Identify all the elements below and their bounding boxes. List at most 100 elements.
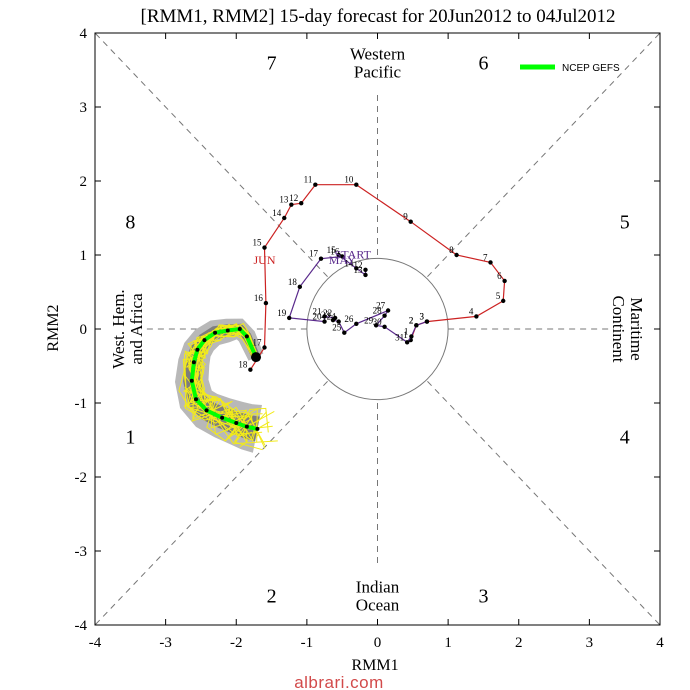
day-point-may-14 [354, 321, 359, 327]
day-label-jun-10: 11 [304, 175, 313, 185]
day-label-may-2: 14 [344, 258, 354, 268]
y-tick-label-4: 4 [80, 26, 88, 42]
x-tick-label--3: -3 [159, 635, 172, 651]
x-tick-label-0: 0 [374, 635, 382, 651]
day-label-jun-1: 2 [409, 315, 414, 325]
track-jun [249, 184, 506, 371]
day-label-may-20: 1 [404, 326, 409, 336]
day-label-may-14: 26 [344, 314, 354, 324]
region-label-3-line-0: Maritime [627, 297, 646, 360]
day-label-may-19: 31 [395, 332, 404, 342]
phase-number-7: 7 [267, 53, 277, 75]
day-label-may-13: 25 [332, 323, 342, 333]
day-label-may-3: 15 [327, 245, 337, 255]
forecast-day-point-13 [244, 424, 249, 429]
forecast-day-point-3 [225, 328, 230, 333]
start-label: START [335, 248, 372, 262]
day-label-jun-8: 9 [403, 212, 408, 222]
day-point-jun-9 [354, 182, 359, 187]
legend: NCEP GEFS [520, 63, 620, 74]
day-label-may-17: 29 [364, 315, 374, 325]
diagonal-line-2 [427, 380, 661, 626]
day-point-jun-5 [502, 278, 507, 284]
day-point-may-2 [354, 266, 359, 271]
region-label-0-line-1: Pacific [354, 63, 402, 82]
x-tick-label--4: -4 [89, 635, 102, 651]
diagonal-line-3 [94, 380, 328, 626]
day-label-jun-14: 15 [253, 238, 263, 248]
day-point-may-20 [409, 334, 414, 339]
forecast-day-point-9 [193, 397, 198, 402]
forecast-day-point-12 [234, 420, 239, 425]
day-point-may-15 [385, 308, 391, 313]
day-point-jun-14 [262, 245, 267, 250]
day-label-may-11: 23 [321, 310, 331, 320]
day-point-jun-7 [454, 252, 459, 258]
month-label-jun: JUN [253, 253, 275, 267]
y-tick-label--2: -2 [75, 470, 88, 486]
day-point-jun-3 [474, 314, 479, 319]
day-label-may-15: 27 [376, 301, 386, 311]
x-tick-label-1: 1 [444, 635, 452, 651]
legend-label: NCEP GEFS [562, 63, 620, 74]
region-label-1-line-1: Ocean [356, 595, 400, 614]
x-tick-label--2: -2 [230, 635, 243, 651]
day-point-may-0 [363, 267, 368, 272]
day-label-may-10: 22 [323, 308, 332, 318]
unit-circle [306, 257, 449, 401]
day-label-may-1: 13 [353, 265, 363, 275]
forecast-day-point-14 [255, 426, 260, 431]
day-point-may-21 [414, 323, 419, 328]
phase-number-4: 4 [620, 426, 630, 448]
phase-number-8: 8 [125, 212, 135, 234]
ensemble-member-13 [192, 325, 257, 448]
region-label-0-line-0: Western [350, 45, 406, 64]
chart-title: [RMM1, RMM2] 15-day forecast for 20Jun20… [141, 6, 616, 27]
forecast-day-point-6 [195, 347, 200, 352]
y-tick-label-1: 1 [80, 248, 88, 264]
day-label-jun-2: 3 [419, 312, 424, 322]
forecast-day-point-5 [202, 338, 207, 343]
forecast-day-point-1 [244, 334, 249, 339]
forecast-start-marker [251, 352, 262, 363]
x-tick-label-2: 2 [515, 635, 523, 651]
day-point-may-22 [424, 319, 430, 324]
ensemble-member-17 [183, 332, 266, 446]
day-label-may-4: 16 [330, 246, 340, 256]
forecast-day-point-2 [237, 327, 242, 331]
day-point-may-17 [373, 323, 379, 328]
day-label-may-12: 24 [327, 312, 337, 322]
day-point-may-13 [342, 330, 347, 335]
phase-number-1: 1 [125, 426, 135, 448]
diagonal-line-1 [427, 32, 661, 278]
forecast-day-point-11 [220, 415, 225, 420]
day-point-may-3 [336, 252, 341, 258]
y-tick-label--3: -3 [75, 544, 88, 560]
day-label-may-8: 20 [313, 312, 323, 322]
watermark: albrari.com [294, 673, 384, 690]
day-label-jun-0: 1 [403, 330, 408, 340]
x-tick-label-3: 3 [586, 635, 594, 651]
day-label-jun-16: 17 [253, 338, 263, 348]
day-label-may-9: 21 [313, 306, 322, 316]
y-tick-label--4: -4 [75, 618, 88, 634]
forecast-day-point-10 [204, 408, 209, 413]
month-label-may: MAY [329, 253, 356, 267]
day-label-may-0: 12 [353, 260, 362, 270]
day-label-jun-9: 10 [344, 175, 354, 185]
forecast-mean-track [189, 327, 262, 431]
phase-number-6: 6 [478, 53, 488, 75]
day-label-jun-6: 7 [483, 252, 488, 262]
day-label-jun-17: 18 [238, 360, 248, 370]
day-point-may-6 [297, 284, 303, 290]
day-label-jun-7: 8 [449, 245, 454, 255]
day-point-jun-15 [263, 300, 269, 306]
region-label-2-line-0: West. Hem. [109, 289, 128, 368]
day-label-jun-13: 14 [272, 208, 282, 218]
x-tick-label-4: 4 [656, 635, 664, 651]
day-point-may-12 [336, 319, 341, 324]
